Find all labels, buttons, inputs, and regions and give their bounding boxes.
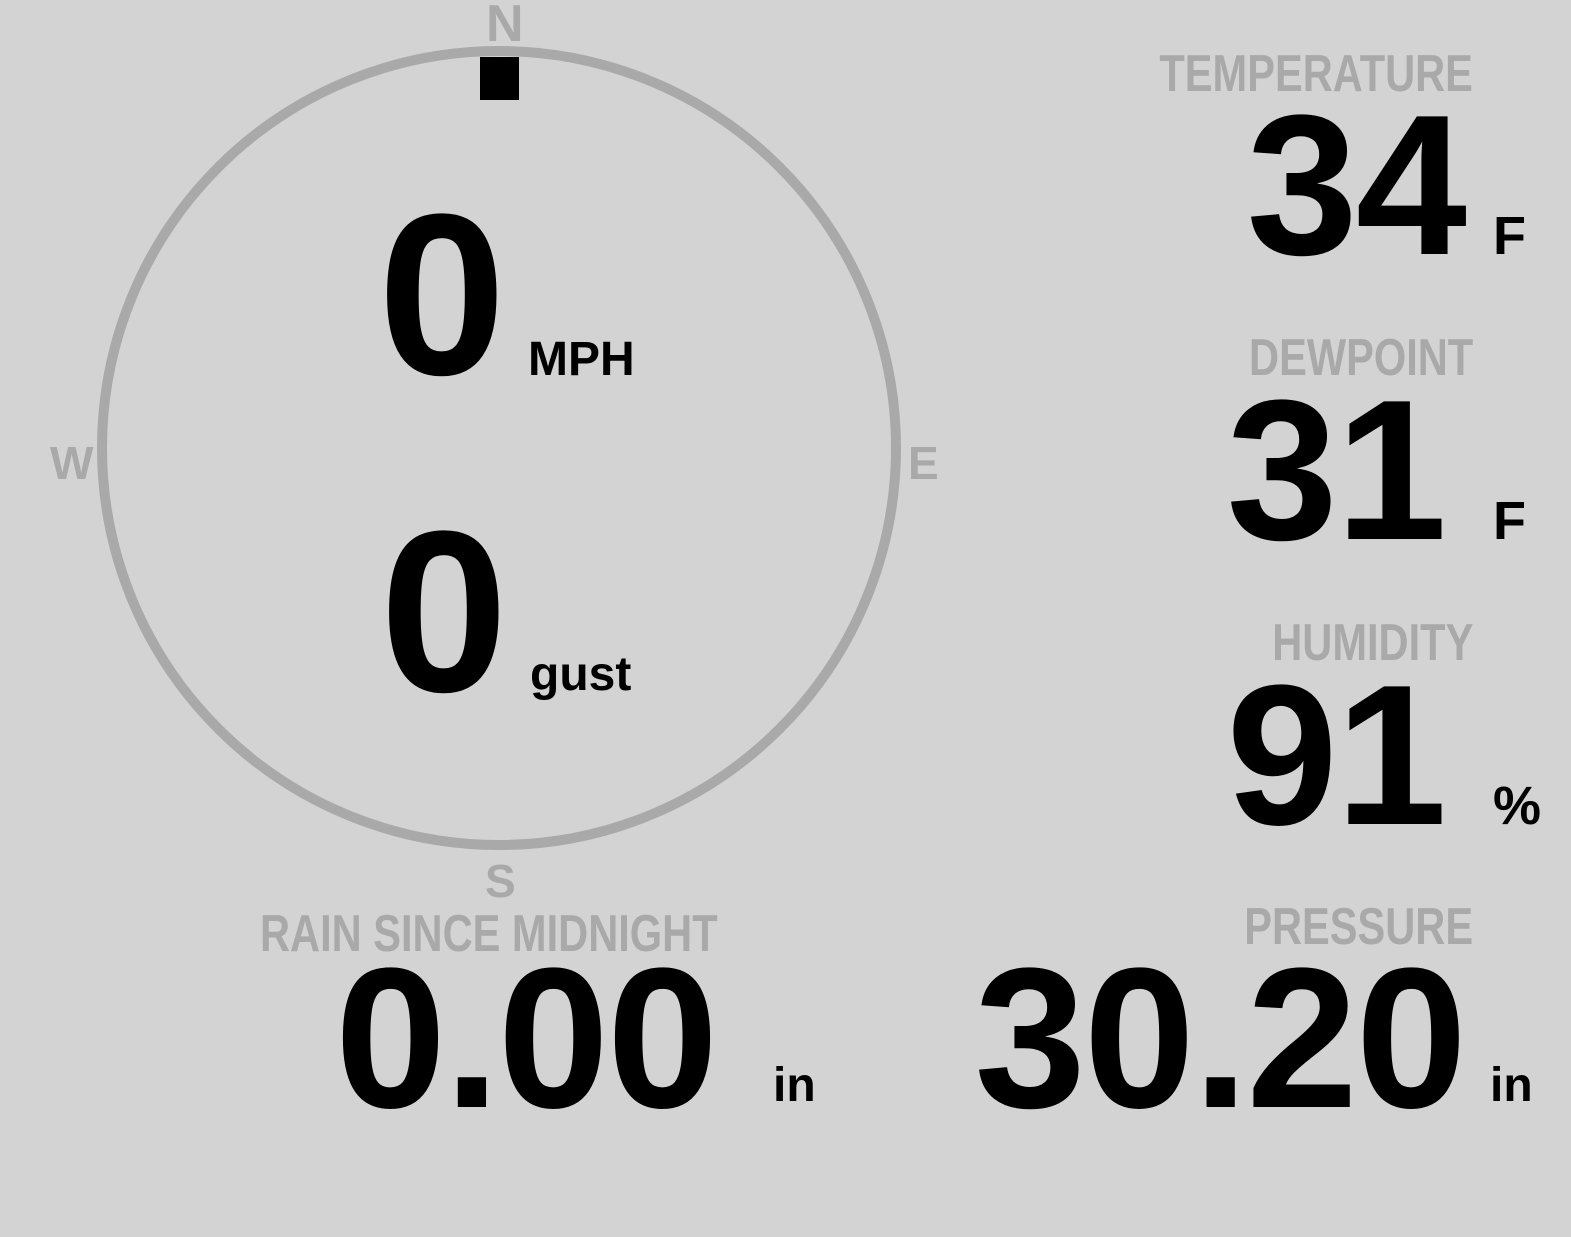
compass-north-label: N [486, 0, 524, 53]
rain-value: 0.00 [335, 927, 718, 1150]
temperature-unit: F [1493, 206, 1526, 266]
humidity-unit: % [1493, 776, 1542, 836]
pressure-label: PRESSURE [1244, 898, 1473, 956]
compass-east-label: E [908, 437, 939, 489]
humidity-label: HUMIDITY [1271, 614, 1473, 672]
compass-ring [97, 46, 901, 850]
pressure-unit: in [1490, 1059, 1533, 1112]
humidity-value: 91 [1226, 644, 1447, 867]
temperature-value: 34 [1246, 74, 1467, 297]
pressure-value: 30.20 [974, 927, 1467, 1150]
temperature-label: TEMPERATURE [1159, 45, 1473, 103]
dewpoint-label: DEWPOINT [1248, 329, 1473, 387]
dewpoint-value: 31 [1226, 359, 1447, 582]
rain-unit: in [773, 1059, 816, 1112]
wind-compass [97, 46, 901, 850]
rain-label: RAIN SINCE MIDNIGHT [260, 905, 718, 963]
wind-speed-value: 0 [378, 166, 506, 423]
wind-direction-marker [480, 57, 519, 100]
wind-gust-unit: gust [530, 648, 632, 701]
compass-west-label: W [50, 437, 94, 489]
wind-speed-unit: MPH [528, 333, 635, 386]
dewpoint-unit: F [1493, 491, 1526, 551]
compass-south-label: S [485, 855, 516, 907]
wind-gust-value: 0 [380, 483, 508, 740]
